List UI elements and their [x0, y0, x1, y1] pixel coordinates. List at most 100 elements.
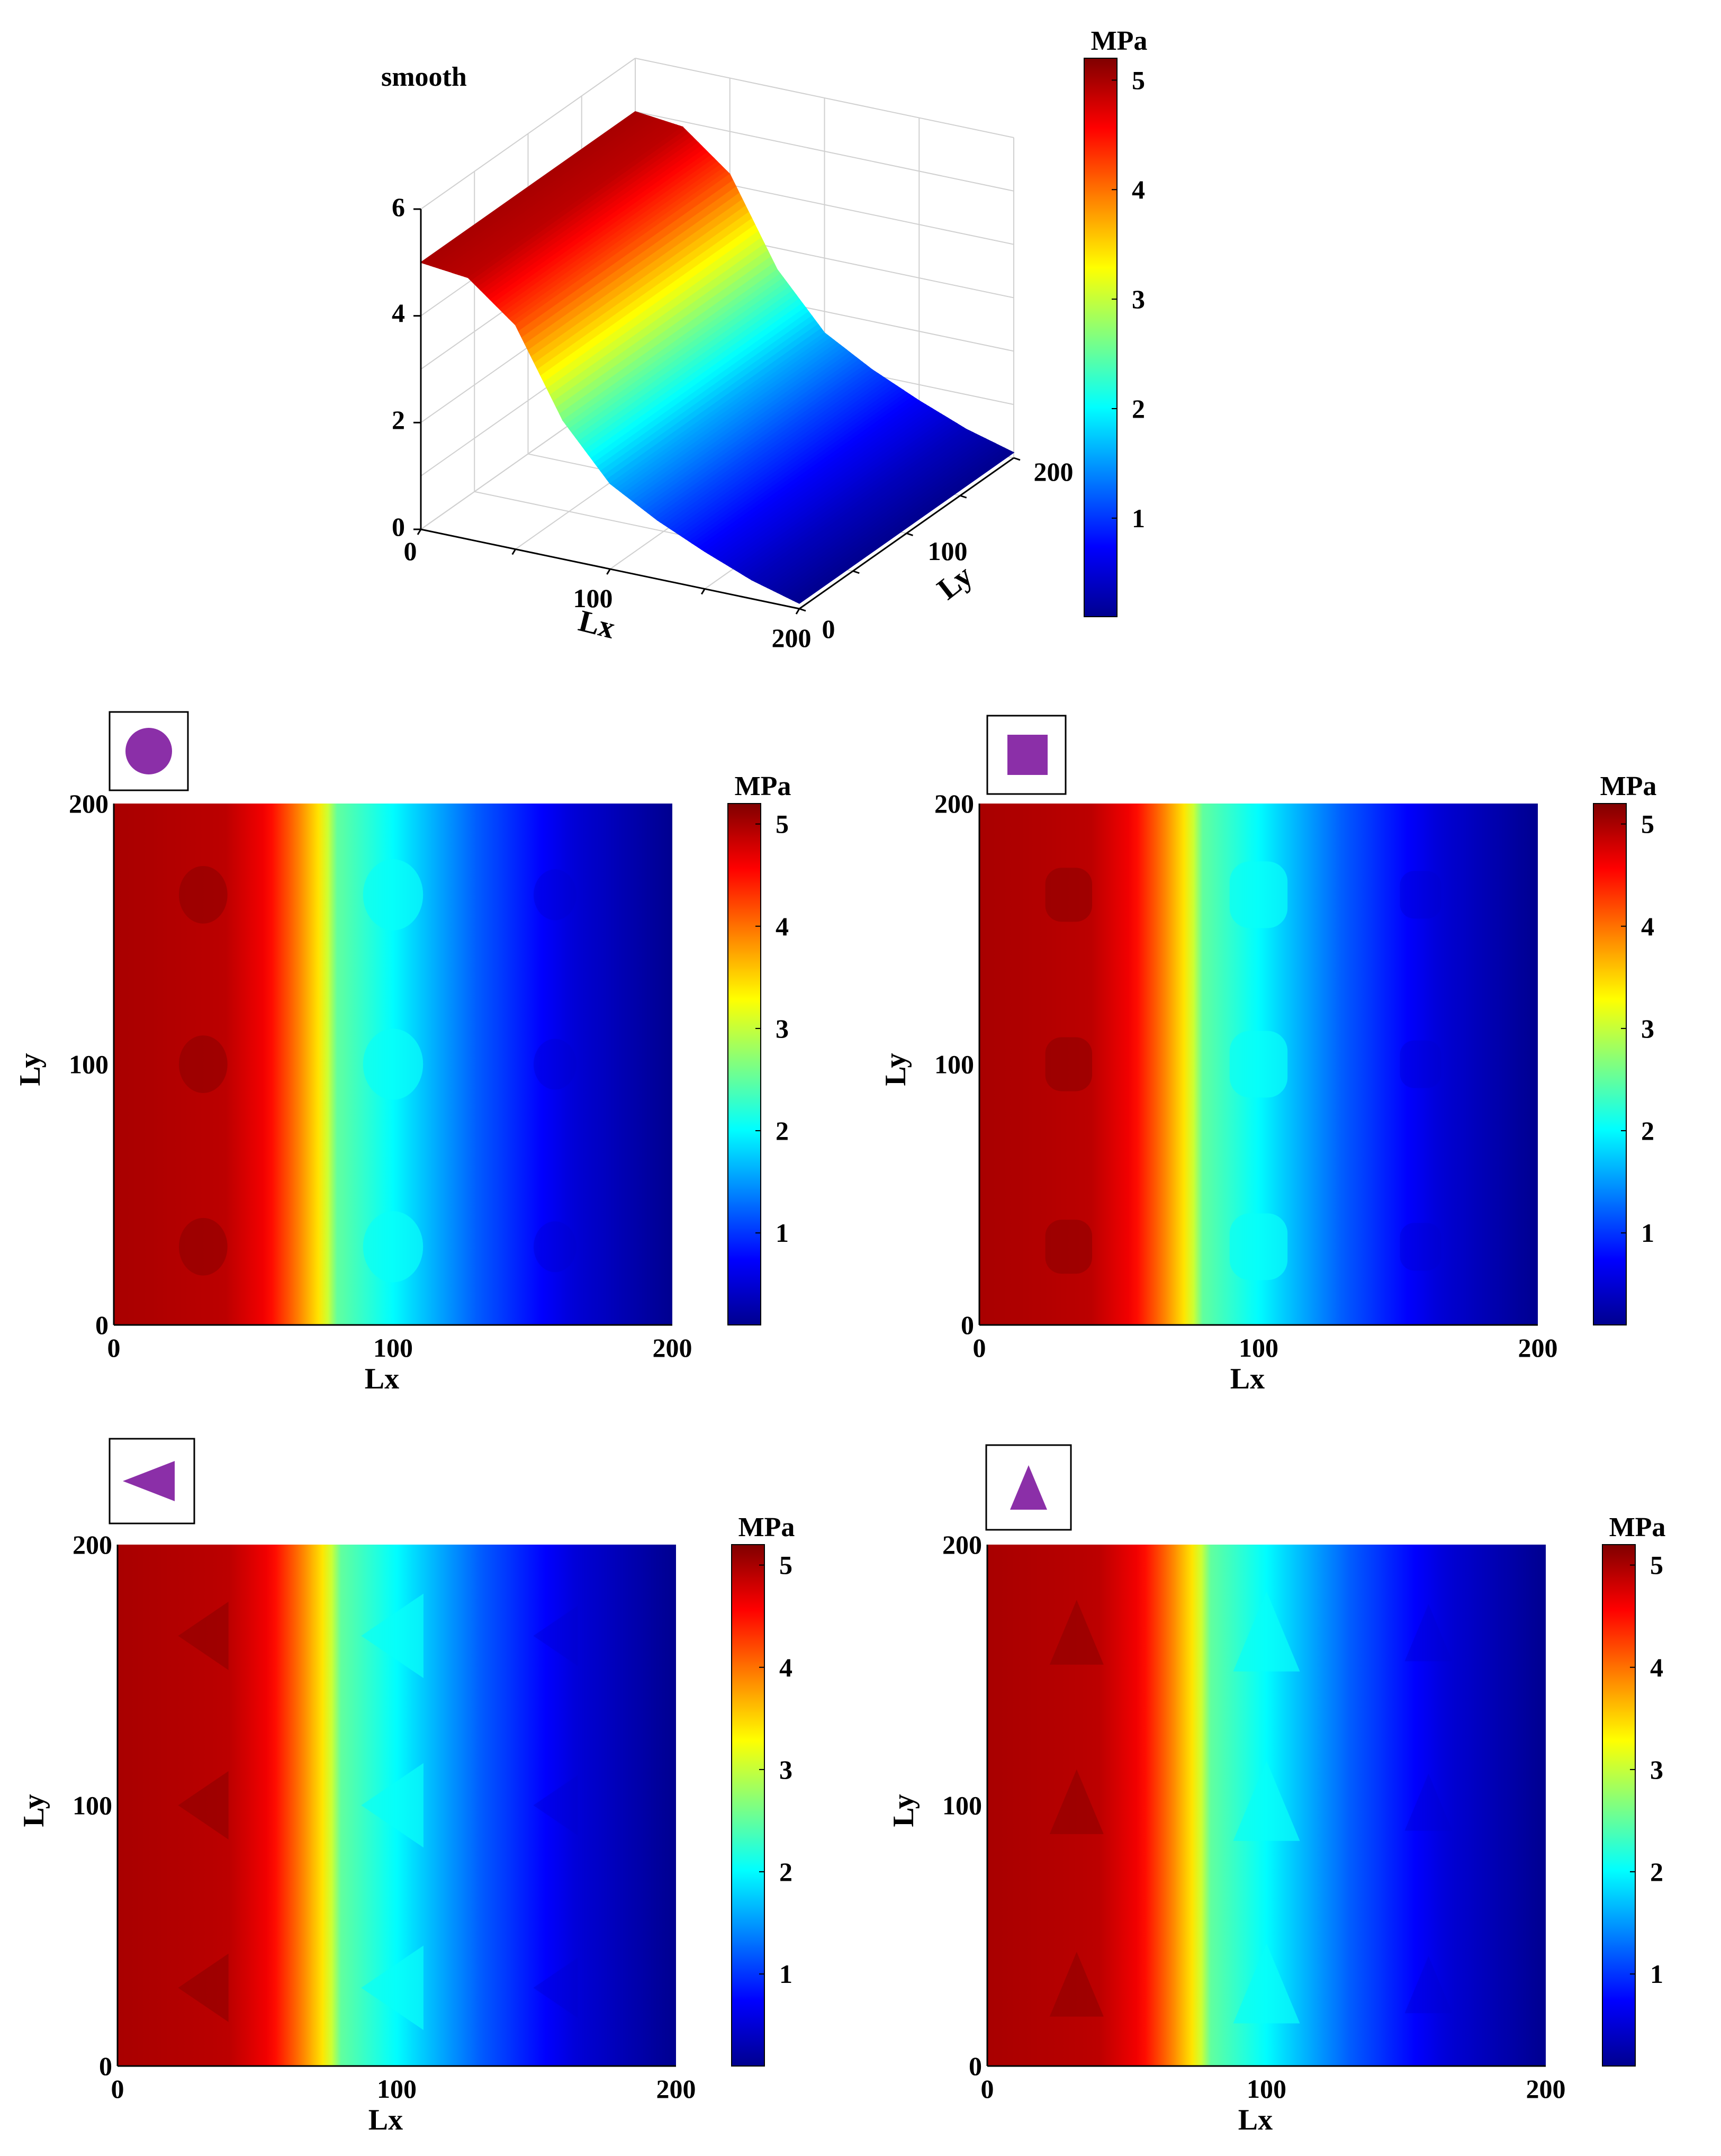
heatmap-x-axis-label: Lx: [1230, 1363, 1265, 1395]
heatmap-panel-square: 0 100 200 0 100 200 Lx Ly: [879, 715, 1558, 1395]
heatmap-x-tick-2: 200: [1518, 1333, 1558, 1363]
surface-y-tick-0: 0: [822, 614, 835, 644]
heatmap-y-axis-label: Ly: [17, 1794, 50, 1827]
heatmap-y-tick-2: 200: [934, 789, 974, 818]
colorbar-tick-label-2: 3: [776, 1014, 789, 1043]
heatmap-y-axis-label: Ly: [14, 1053, 47, 1086]
surface-axes: [413, 208, 1021, 615]
colorbar-tick-label-4: 5: [1641, 809, 1654, 839]
stress-feature: [533, 1221, 576, 1273]
stress-feature: [1233, 1591, 1300, 1672]
colorbar-tick-label-0: 1: [1650, 1959, 1663, 1989]
heatmap-y-axis-label: Ly: [887, 1794, 920, 1827]
heatmap-x-tick-2: 200: [1526, 2074, 1566, 2104]
colorbar-tick-label-2: 3: [779, 1755, 792, 1784]
colorbar-unit: MPa: [1609, 1512, 1666, 1542]
heatmap-x-tick-0: 0: [973, 1333, 986, 1363]
stress-feature: [363, 1029, 424, 1100]
left-triangle-icon: [123, 1461, 175, 1501]
stress-feature: [178, 1601, 229, 1670]
colorbar-tick-label-4: 5: [776, 809, 789, 839]
surface-x-axis-label: Lx: [575, 603, 618, 645]
colorbar-tick-label-3: 4: [1132, 175, 1145, 204]
stress-feature: [533, 1605, 578, 1666]
stress-feature: [1400, 871, 1441, 919]
heatmap-x-axis-label: Lx: [1238, 2104, 1273, 2136]
stress-feature: [1045, 1037, 1092, 1091]
heatmap-x-tick-1: 100: [1247, 2074, 1286, 2104]
colorbar-gradient: [727, 803, 761, 1325]
stress-feature: [1229, 1031, 1288, 1098]
colorbar-unit: MPa: [738, 1512, 795, 1542]
colorbar-tick-label-3: 4: [779, 1653, 792, 1682]
colorbar-tick-label-3: 4: [1641, 912, 1654, 941]
stress-feature: [1404, 1956, 1453, 2014]
surface-y-tick-mark: [799, 608, 806, 612]
surface-y-tick-mark: [906, 533, 913, 536]
colorbar-tick-label-4: 5: [1132, 65, 1145, 95]
surface-z-tick-0: 0: [392, 512, 405, 542]
heatmap-y-tick-0: 0: [961, 1310, 974, 1340]
colorbar-tick-label-1: 2: [779, 1857, 792, 1887]
colorbar-unit: MPa: [735, 771, 791, 801]
colorbar-up-triangle: MPa 1 2 3 4 5: [1602, 1512, 1666, 2067]
heatmap-x-tick-1: 100: [1239, 1333, 1278, 1363]
colorbar-tick-label-0: 1: [1132, 503, 1145, 533]
heatmap-y-tick-2: 200: [73, 1530, 112, 1559]
colorbar-tick-label-0: 1: [1641, 1218, 1654, 1248]
heatmap-panel-left-triangle: 0 100 200 0 100 200 Lx Ly: [17, 1438, 696, 2136]
surface-y-tick-1: 100: [928, 536, 968, 566]
heatmap-y-tick-1: 100: [934, 1050, 974, 1079]
stress-feature: [1049, 1600, 1104, 1665]
colorbar-square: MPa 1 2 3 4 5: [1593, 771, 1656, 1325]
colorbar-tick-label-3: 4: [776, 912, 789, 941]
heatmap-y-tick-2: 200: [942, 1530, 982, 1559]
colorbar-gradient: [731, 1544, 765, 2067]
heatmap-y-tick-1: 100: [942, 1791, 982, 1820]
surface-x-tick-1: 100: [573, 583, 613, 613]
stress-feature: [361, 1593, 424, 1679]
stress-feature: [533, 1775, 578, 1836]
stress-feature: [1229, 1213, 1288, 1280]
heatmap-x-axis-label: Lx: [368, 2104, 403, 2136]
square-icon: [1007, 735, 1048, 775]
heatmap-x-tick-2: 200: [653, 1333, 692, 1363]
heatmap-y-tick-1: 100: [73, 1791, 112, 1820]
stress-feature: [361, 1945, 424, 2031]
stress-feature: [178, 1035, 228, 1093]
colorbar-smooth: MPa 1 2 3 4 5: [1084, 26, 1147, 617]
surface-z-tick-3: 6: [392, 192, 405, 222]
colorbar-gradient: [1593, 803, 1627, 1325]
colorbar-tick-label-4: 5: [1650, 1550, 1663, 1580]
stress-feature: [533, 1039, 576, 1090]
stress-feature: [1404, 1604, 1453, 1662]
heatmap-y-tick-0: 0: [99, 2051, 112, 2081]
stress-feature: [361, 1763, 424, 1848]
colorbar-tick-label-0: 1: [776, 1218, 789, 1248]
stress-feature: [1049, 1769, 1104, 1834]
stress-feature: [178, 1953, 229, 2022]
stress-feature: [1049, 1952, 1104, 2017]
stress-feature: [363, 859, 424, 931]
stress-feature: [1400, 1223, 1441, 1271]
stress-feature: [1045, 868, 1092, 922]
surface-x-tick-mark: [700, 588, 706, 595]
surface-strip: [795, 450, 1015, 604]
heatmap-panel-circle: 0 100 200 0 100 200 Lx Ly: [14, 711, 692, 1395]
stress-feature: [363, 1211, 424, 1283]
stress-feature: [1045, 1220, 1092, 1274]
circle-icon: [125, 728, 172, 774]
surface-z-tick-2: 4: [392, 298, 405, 328]
colorbar-left-triangle: MPa 1 2 3 4 5: [731, 1512, 795, 2067]
surface-x-tick-2: 200: [772, 623, 812, 653]
stress-feature: [178, 865, 228, 924]
stress-feature: [1233, 1761, 1300, 1841]
heatmap-y-tick-0: 0: [95, 1310, 109, 1340]
colorbar-gradient: [1602, 1544, 1636, 2067]
colorbar-tick-label-1: 2: [1641, 1116, 1654, 1145]
surface-x-tick-mark: [511, 548, 517, 555]
surface-y-tick-mark: [852, 570, 860, 574]
stress-feature: [178, 1217, 228, 1276]
colorbar-tick-label-0: 1: [779, 1959, 792, 1989]
surface-x-tick-mark: [606, 569, 611, 575]
